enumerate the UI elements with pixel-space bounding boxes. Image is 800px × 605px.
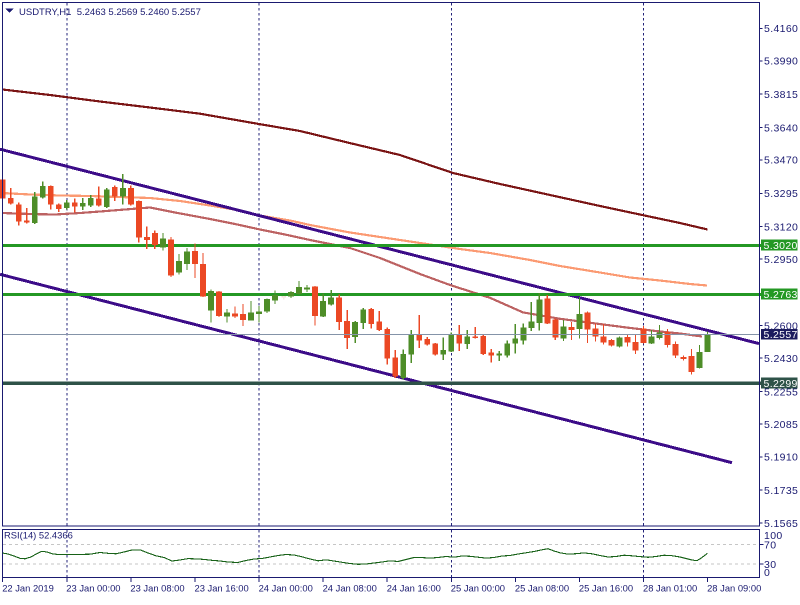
svg-text:5.1565: 5.1565 bbox=[764, 518, 798, 530]
svg-text:30: 30 bbox=[764, 559, 776, 571]
svg-text:100: 100 bbox=[764, 530, 783, 542]
svg-text:5.3990: 5.3990 bbox=[764, 56, 798, 68]
svg-text:24 Jan 16:00: 24 Jan 16:00 bbox=[387, 582, 441, 593]
svg-text:5.3020: 5.3020 bbox=[764, 240, 798, 252]
svg-text:28 Jan 09:00: 28 Jan 09:00 bbox=[707, 582, 761, 593]
svg-text:25 Jan 16:00: 25 Jan 16:00 bbox=[579, 582, 633, 593]
svg-text:5.3815: 5.3815 bbox=[764, 89, 798, 101]
svg-text:5.2255: 5.2255 bbox=[764, 386, 798, 398]
svg-text:28 Jan 01:00: 28 Jan 01:00 bbox=[643, 582, 697, 593]
svg-text:5.1910: 5.1910 bbox=[764, 452, 798, 464]
svg-text:RSI(14) 52.4366: RSI(14) 52.4366 bbox=[4, 530, 73, 541]
svg-text:5.4160: 5.4160 bbox=[764, 23, 798, 35]
svg-text:22 Jan 2019: 22 Jan 2019 bbox=[2, 582, 54, 593]
svg-text:5.2557: 5.2557 bbox=[764, 329, 798, 341]
svg-text:24 Jan 00:00: 24 Jan 00:00 bbox=[259, 582, 313, 593]
svg-text:24 Jan 08:00: 24 Jan 08:00 bbox=[323, 582, 377, 593]
svg-text:USDTRY,H1 5.2463 5.2569 5.246: USDTRY,H1 5.2463 5.2569 5.2460 5.2557 bbox=[19, 7, 201, 18]
svg-text:5.1735: 5.1735 bbox=[764, 485, 798, 497]
svg-text:23 Jan 00:00: 23 Jan 00:00 bbox=[66, 582, 120, 593]
svg-text:5.2950: 5.2950 bbox=[764, 254, 798, 266]
svg-text:23 Jan 08:00: 23 Jan 08:00 bbox=[130, 582, 184, 593]
svg-text:5.3295: 5.3295 bbox=[764, 188, 798, 200]
svg-text:5.2430: 5.2430 bbox=[764, 353, 798, 365]
svg-text:5.2085: 5.2085 bbox=[764, 419, 798, 431]
svg-text:70: 70 bbox=[764, 539, 776, 551]
svg-text:25 Jan 00:00: 25 Jan 00:00 bbox=[451, 582, 505, 593]
svg-text:5.3640: 5.3640 bbox=[764, 122, 798, 134]
svg-text:5.2763: 5.2763 bbox=[764, 289, 798, 301]
svg-text:5.2299: 5.2299 bbox=[764, 378, 798, 390]
svg-text:5.3120: 5.3120 bbox=[764, 221, 798, 233]
svg-text:23 Jan 16:00: 23 Jan 16:00 bbox=[195, 582, 249, 593]
svg-text:25 Jan 08:00: 25 Jan 08:00 bbox=[515, 582, 569, 593]
svg-text:0: 0 bbox=[764, 567, 770, 579]
svg-text:5.3470: 5.3470 bbox=[764, 155, 798, 167]
